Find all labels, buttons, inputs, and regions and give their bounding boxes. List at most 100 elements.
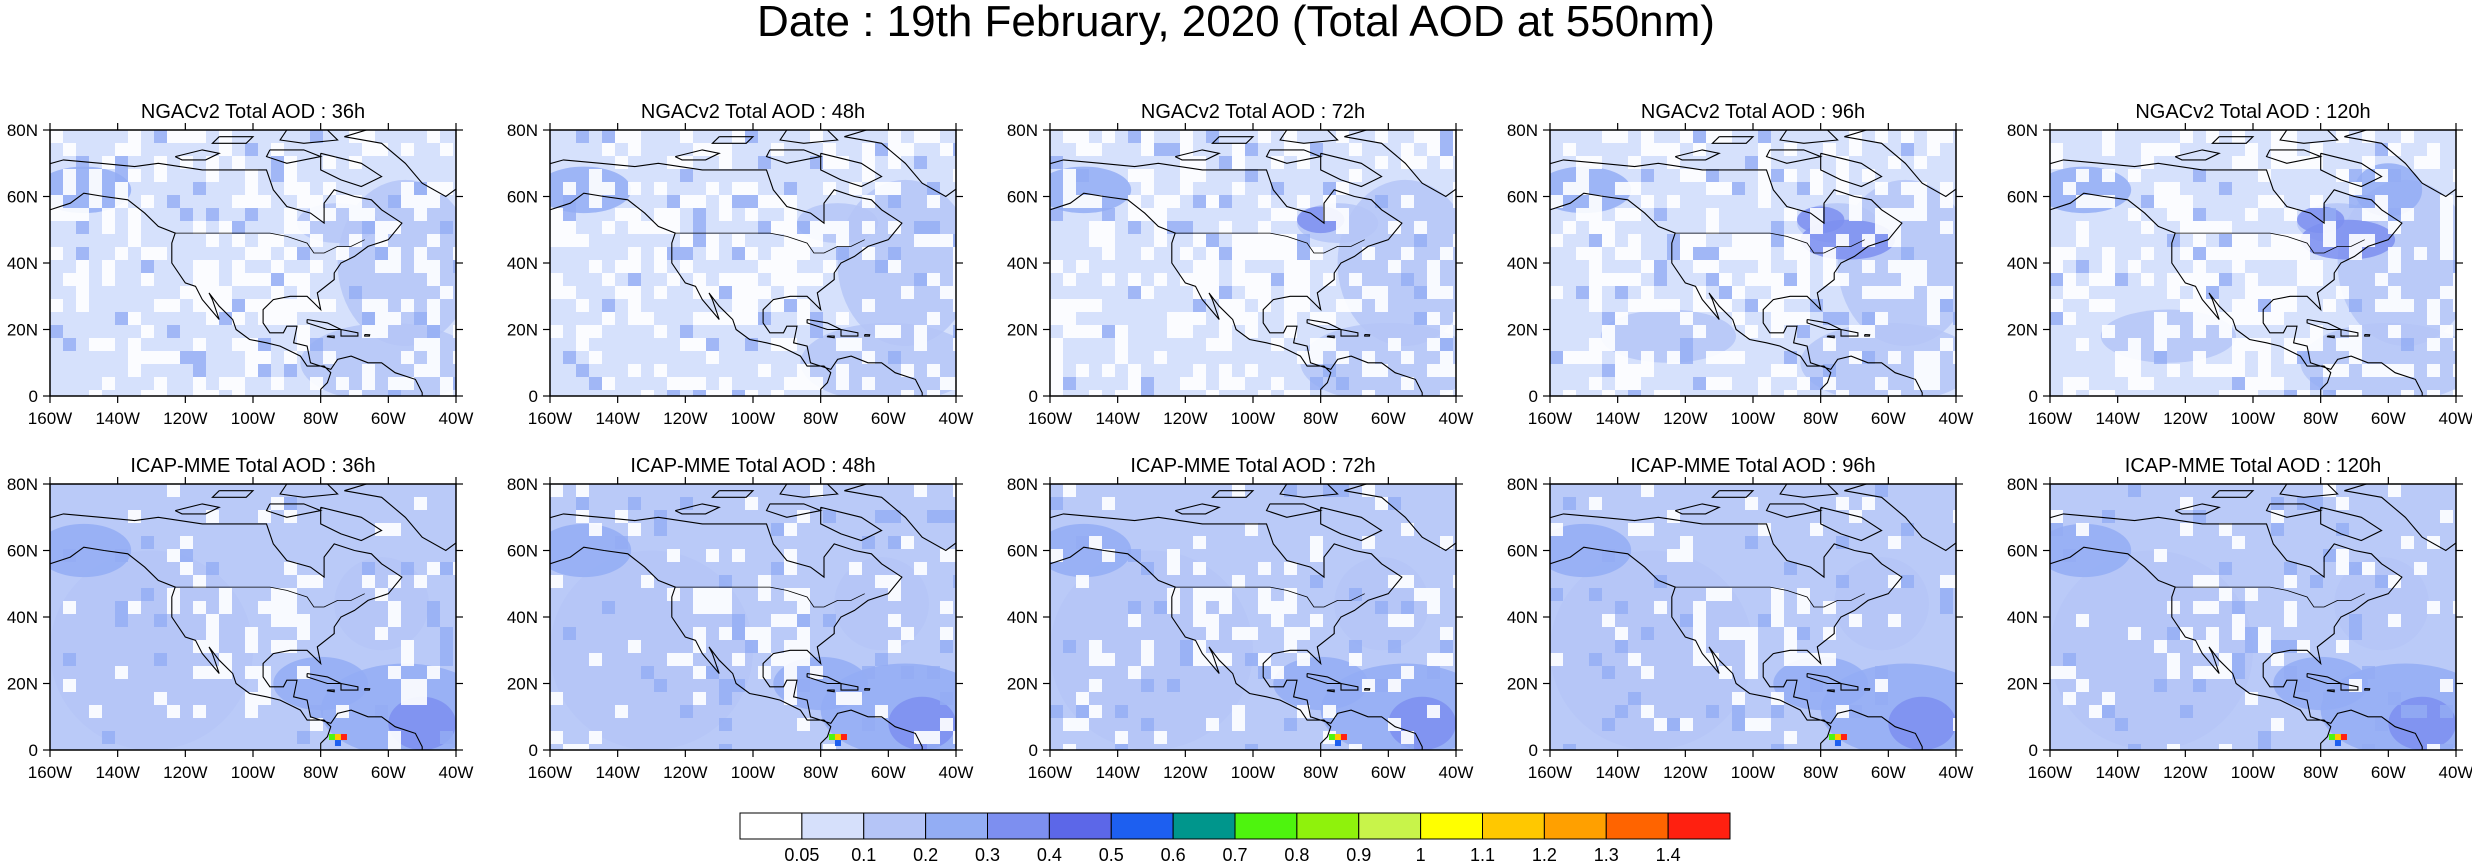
map-panel: ICAP-MME Total AOD : 48h 160W 140W 120W 100W…	[507, 455, 974, 782]
y-tick-label: 0	[29, 741, 38, 760]
panel-title: NGACv2 Total AOD : 36h	[141, 101, 365, 123]
x-tick-label: 140W	[1095, 409, 1139, 428]
y-tick-label: 20N	[7, 675, 38, 694]
x-tick-label: 140W	[2095, 763, 2139, 782]
coastline	[1050, 484, 1456, 750]
x-tick-label: 120W	[1163, 409, 1207, 428]
colorbar-swatch	[1605, 812, 1669, 840]
coastline	[2050, 484, 2456, 750]
x-tick-label: 100W	[2231, 763, 2275, 782]
x-tick-label: 140W	[1595, 409, 1639, 428]
y-tick-label: 60N	[7, 188, 38, 207]
y-tick-label: 20N	[507, 321, 538, 340]
colorbar-swatch	[1234, 812, 1298, 840]
colorbar-label: 0.9	[1346, 845, 1371, 862]
coastline	[550, 484, 956, 750]
colorbar-label: 0.3	[975, 845, 1000, 862]
x-tick-label: 80W	[1303, 763, 1338, 782]
colorbar-label: 0.6	[1161, 845, 1186, 862]
y-tick-label: 80N	[507, 121, 538, 140]
x-tick-label: 100W	[2231, 409, 2275, 428]
colorbar-swatch	[739, 812, 803, 840]
x-tick-label: 80W	[803, 409, 838, 428]
y-tick-label: 0	[1029, 387, 1038, 406]
y-tick-label: 80N	[1507, 475, 1538, 494]
y-tick-label: 40N	[507, 254, 538, 273]
colorbar-swatch	[1048, 812, 1112, 840]
y-tick-label: 40N	[1507, 608, 1538, 627]
map-panel: ICAP-MME Total AOD : 36h 160W 140W 120W 100W…	[7, 455, 474, 782]
y-tick-label: 0	[2029, 387, 2038, 406]
x-tick-label: 160W	[2028, 763, 2072, 782]
x-tick-label: 140W	[2095, 409, 2139, 428]
y-tick-label: 80N	[1507, 121, 1538, 140]
y-tick-label: 60N	[507, 542, 538, 561]
y-tick-label: 40N	[2007, 254, 2038, 273]
x-tick-label: 140W	[1095, 763, 1139, 782]
x-tick-label: 100W	[731, 409, 775, 428]
x-tick-label: 60W	[1871, 409, 1906, 428]
x-tick-label: 40W	[1439, 763, 1474, 782]
y-tick-label: 60N	[2007, 188, 2038, 207]
x-tick-label: 160W	[528, 763, 572, 782]
x-tick-label: 60W	[1371, 409, 1406, 428]
map-panel: ICAP-MME Total AOD : 72h 160W 140W 120W 100W…	[1007, 455, 1474, 782]
x-tick-label: 160W	[1028, 763, 1072, 782]
y-tick-label: 0	[29, 387, 38, 406]
y-tick-label: 20N	[1507, 321, 1538, 340]
x-tick-label: 60W	[1371, 763, 1406, 782]
y-tick-label: 60N	[1507, 188, 1538, 207]
x-tick-label: 120W	[2163, 409, 2207, 428]
colorbar-label: 0.4	[1037, 845, 1062, 862]
x-tick-label: 80W	[1803, 763, 1838, 782]
colorbar-swatch	[1110, 812, 1174, 840]
y-tick-label: 0	[529, 387, 538, 406]
colorbar-label: 1.3	[1594, 845, 1619, 862]
map-panel: NGACv2 Total AOD : 96h 160W 140W 120W 100W 80…	[1507, 101, 1974, 428]
panel-title: NGACv2 Total AOD : 96h	[1641, 101, 1865, 123]
colorbar-label: 1.1	[1470, 845, 1495, 862]
map-panel: NGACv2 Total AOD : 120h 160W 140W 120W 100W 8…	[2007, 101, 2472, 428]
aod-field	[50, 484, 456, 750]
x-tick-label: 120W	[1663, 763, 1707, 782]
aod-field	[50, 130, 456, 396]
x-tick-label: 40W	[2439, 763, 2472, 782]
x-tick-label: 40W	[939, 409, 974, 428]
x-tick-label: 140W	[595, 409, 639, 428]
x-tick-label: 120W	[663, 409, 707, 428]
x-tick-label: 100W	[1231, 763, 1275, 782]
x-tick-label: 100W	[1231, 409, 1275, 428]
x-tick-label: 120W	[663, 763, 707, 782]
colorbar-label: 0.2	[913, 845, 938, 862]
x-tick-label: 160W	[1528, 409, 1572, 428]
y-tick-label: 40N	[1007, 608, 1038, 627]
x-tick-label: 160W	[1528, 763, 1572, 782]
coastline	[2050, 130, 2456, 396]
y-tick-label: 0	[1529, 741, 1538, 760]
y-tick-label: 20N	[507, 675, 538, 694]
colorbar-swatch	[1420, 812, 1483, 840]
map-panel: NGACv2 Total AOD : 72h 160W 140W 120W 100W 80…	[1007, 101, 1474, 428]
y-tick-label: 80N	[7, 475, 38, 494]
x-tick-label: 160W	[28, 763, 72, 782]
y-tick-label: 60N	[1507, 542, 1538, 561]
x-tick-label: 100W	[231, 409, 275, 428]
y-tick-label: 0	[1029, 741, 1038, 760]
x-tick-label: 40W	[439, 763, 474, 782]
y-tick-label: 80N	[2007, 121, 2038, 140]
y-tick-label: 20N	[2007, 321, 2038, 340]
x-tick-label: 100W	[231, 763, 275, 782]
x-tick-label: 120W	[1163, 763, 1207, 782]
coastline	[1550, 484, 1956, 750]
x-tick-label: 80W	[1303, 409, 1338, 428]
colorbar-label: 1	[1416, 845, 1426, 862]
x-tick-label: 40W	[1939, 409, 1974, 428]
y-tick-label: 40N	[1007, 254, 1038, 273]
aod-field	[2050, 484, 2456, 750]
colorbar-swatch	[1482, 812, 1545, 840]
x-tick-label: 80W	[1803, 409, 1838, 428]
x-tick-label: 40W	[2439, 409, 2472, 428]
x-tick-label: 120W	[163, 763, 207, 782]
aod-field	[2050, 130, 2456, 396]
colorbar-swatch	[1667, 812, 1731, 840]
